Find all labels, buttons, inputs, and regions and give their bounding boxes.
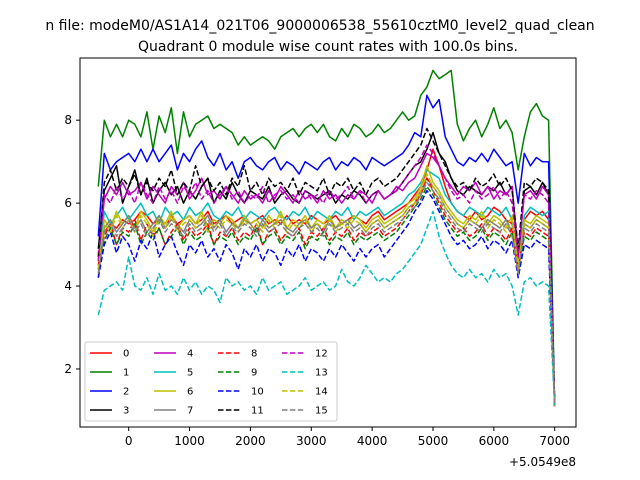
legend-label-0: 0 (123, 349, 129, 360)
y-tick-label: 4 (64, 279, 72, 293)
chart-suptitle: n file: modeM0/AS1A14_021T06_9000006538_… (45, 18, 594, 34)
series-line-2 (97, 94, 556, 407)
series-line-15 (97, 181, 556, 407)
x-tick-label: 5000 (418, 434, 449, 448)
x-tick-label: 2000 (235, 434, 266, 448)
x-tick-label: 3000 (296, 434, 327, 448)
legend-label-4: 4 (187, 349, 193, 360)
chart-title: Quadrant 0 module wise count rates with … (138, 39, 518, 55)
x-tick-label: 1000 (174, 434, 205, 448)
series-line-6 (97, 165, 556, 407)
x-tick-label: 6000 (479, 434, 510, 448)
x-offset-label: +5.0549e8 (509, 455, 576, 469)
x-tick-label: 0 (125, 434, 133, 448)
series-line-11 (97, 127, 556, 407)
series-line-14 (97, 173, 556, 407)
series-line-5 (97, 169, 556, 407)
legend-label-13: 13 (315, 368, 328, 379)
legend-label-8: 8 (251, 349, 257, 360)
y-tick-label: 6 (64, 196, 72, 210)
legend-label-1: 1 (123, 368, 129, 379)
series-line-4 (97, 152, 556, 407)
series-line-1 (97, 69, 556, 407)
series-line-8 (97, 177, 556, 407)
x-tick-label: 7000 (539, 434, 570, 448)
series-line-10 (97, 189, 556, 407)
legend-label-12: 12 (315, 349, 328, 360)
legend-label-10: 10 (251, 387, 264, 398)
legend-label-11: 11 (251, 406, 264, 417)
legend-label-5: 5 (187, 368, 193, 379)
legend-label-14: 14 (315, 387, 328, 398)
x-tick-label: 4000 (357, 434, 388, 448)
series-layer (97, 69, 556, 407)
legend-label-3: 3 (123, 406, 129, 417)
x-axis: 0 1000 2000 3000 4000 5000 6000 7000 (125, 427, 570, 448)
legend-label-9: 9 (251, 368, 257, 379)
legend-label-7: 7 (187, 406, 193, 417)
legend-label-15: 15 (315, 406, 328, 417)
legend-label-6: 6 (187, 387, 193, 398)
y-tick-label: 2 (64, 362, 72, 376)
series-line-13 (97, 210, 556, 407)
y-tick-label: 8 (64, 113, 72, 127)
plot-frame (79, 57, 577, 428)
series-line-9 (97, 185, 556, 407)
plot-area (79, 57, 577, 428)
legend-frame (84, 341, 338, 422)
y-axis: 2 4 6 8 (64, 113, 80, 376)
legend-label-2: 2 (123, 387, 129, 398)
